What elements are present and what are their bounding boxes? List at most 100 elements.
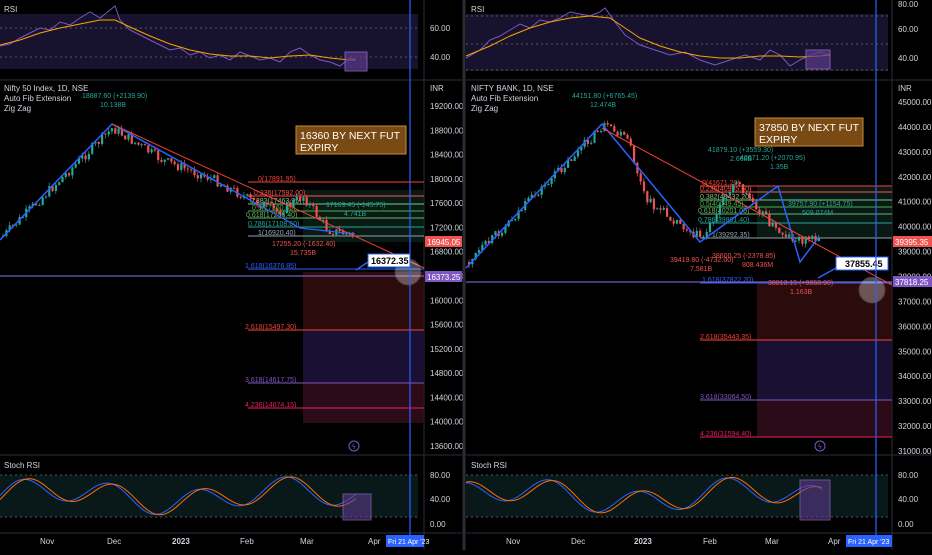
price-axis-label: 42000.00 — [898, 173, 932, 182]
candle-body — [781, 232, 784, 235]
rsi-title: RSI — [471, 5, 484, 14]
fib-label: 1(16920.40) — [258, 230, 296, 237]
candle-body — [233, 187, 236, 189]
candle-body — [338, 229, 341, 231]
price-axis-label: 18800.00 — [430, 126, 464, 135]
candle-body — [18, 217, 21, 225]
candle-body — [48, 186, 51, 197]
candle-body — [252, 197, 255, 200]
candle-body — [219, 185, 222, 187]
price-axis-label: 41000.00 — [898, 198, 932, 207]
event-icon[interactable] — [814, 440, 826, 452]
fib-zone-pink — [757, 400, 892, 437]
zigzag-low3-vol: 1.163B — [790, 289, 813, 296]
time-mar: Mar — [300, 537, 314, 546]
candle-body — [216, 175, 219, 187]
annotation-box[interactable] — [754, 117, 864, 147]
candle-body — [295, 196, 298, 201]
candle-body — [768, 213, 771, 227]
candle-body — [745, 193, 748, 195]
candle-body — [636, 162, 639, 174]
price-axis-label: 45000.00 — [898, 98, 932, 107]
candle-body — [140, 144, 143, 146]
fib-zone-red — [757, 283, 892, 340]
candle-body — [41, 197, 44, 206]
annotation-box[interactable] — [295, 125, 407, 155]
candle-body — [718, 204, 721, 215]
zigzag-low2-label: 38600.25 (-2378.85) — [712, 253, 775, 260]
candle-body — [649, 198, 652, 203]
fib-label: 0(41671.20) — [702, 180, 740, 187]
fib-zone-red — [303, 272, 424, 330]
candle-body — [328, 230, 331, 235]
price-axis-label: 36000.00 — [898, 322, 932, 331]
price-axis-label: 37000.00 — [898, 297, 932, 306]
candle-body — [788, 234, 791, 237]
candle-body — [206, 176, 209, 180]
fib-label: 3.618(33064.50) — [700, 394, 751, 401]
level-price-badge — [893, 276, 932, 287]
annotation-line-2: EXPIRY — [759, 134, 797, 146]
banknifty-chart[interactable]: RSI 80.00 60.00 40.00 NIFTY BANK, 1D, NS… — [465, 0, 932, 550]
candle-body — [666, 207, 669, 217]
price-axis-label: 14000.00 — [430, 418, 464, 427]
rsi-line — [0, 5, 357, 67]
candle-body — [120, 128, 123, 136]
price-axis-label: 13600.00 — [430, 442, 464, 451]
candle-body — [134, 142, 137, 144]
candle-body — [147, 145, 150, 153]
candle-body — [226, 185, 229, 192]
time-dec: Dec — [571, 537, 585, 546]
zigzag-mid2-vol: 1.35B — [770, 164, 789, 171]
candle-body — [543, 184, 547, 187]
candle-body — [110, 128, 114, 132]
candle-body — [97, 141, 100, 144]
annotation-line-2: EXPIRY — [300, 142, 338, 154]
rsi-axis-40: 40.00 — [898, 54, 919, 63]
candle-body — [530, 194, 533, 198]
rsi-axis-80: 80.00 — [898, 0, 919, 9]
level-price-text: 16373.25 — [427, 273, 461, 282]
candle-body — [514, 218, 517, 221]
candle-body — [289, 202, 292, 207]
price-axis-label: 32000.00 — [898, 422, 932, 431]
nifty-chart[interactable]: RSI 60.00 40.00 Nifty 50 Index, 1D, NSE … — [0, 0, 464, 550]
candle-body — [646, 191, 649, 203]
time-dec: Dec — [107, 537, 121, 546]
rsi-highlight-box — [344, 51, 368, 72]
zigzag-mid2-label: 40671.20 (+2070.95) — [740, 155, 805, 162]
candle-body — [74, 163, 77, 168]
candle-body — [626, 134, 629, 139]
candle-body — [127, 134, 130, 140]
candle-body — [616, 131, 619, 136]
candle-body — [728, 192, 731, 195]
candle-body — [322, 219, 325, 221]
event-icon[interactable] — [348, 440, 360, 452]
annotation-line-1: 37850 BY NEXT FUT — [759, 122, 860, 134]
candle-body — [765, 211, 768, 214]
candle-body — [761, 211, 764, 215]
fib-label: 0.382(17463.95) — [250, 198, 301, 205]
price-axis-label: 14800.00 — [430, 369, 464, 378]
candle-body — [35, 203, 38, 206]
candle-body — [662, 207, 665, 210]
fib-label: 0.786(39801.40) — [698, 217, 749, 224]
candle-body — [633, 145, 636, 163]
stoch-axis-80: 80.00 — [430, 471, 451, 480]
candle-body — [107, 131, 110, 135]
candle-body — [308, 203, 312, 206]
candle-body — [173, 161, 176, 165]
candle-body — [28, 206, 31, 209]
price-axis-label: 19200.00 — [430, 102, 464, 111]
price-axis-label: 14400.00 — [430, 393, 464, 402]
candle-body — [771, 222, 774, 227]
stoch-d-line — [0, 476, 357, 516]
candle-body — [38, 205, 41, 207]
candle-body — [64, 173, 67, 177]
indicator-zigzag: Zig Zag — [471, 104, 498, 113]
candle-body — [137, 142, 140, 145]
candle-body — [468, 262, 471, 265]
price-axis-label: 16000.00 — [430, 296, 464, 305]
candle-body — [213, 175, 216, 178]
